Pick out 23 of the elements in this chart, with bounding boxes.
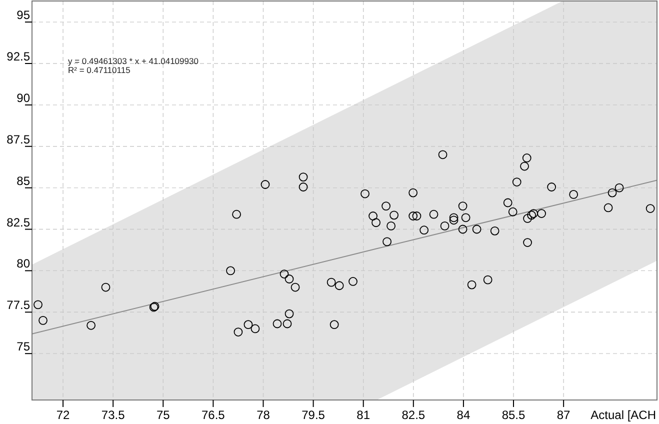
x-tick-label: 79.5 [302,408,326,422]
y-tick-label: 92.5 [6,49,30,64]
x-tick-label: 87 [556,408,571,422]
annotation: y = 0.49461303 * x + 41.04109930 [68,56,199,66]
x-tick-label: 73.5 [101,408,126,422]
y-tick-label: 80 [16,256,30,271]
x-tick-label: 78 [256,408,270,422]
y-tick-label: 75 [16,340,30,354]
y-tick-label: 85 [16,174,30,188]
y-tick-label: 87.5 [6,132,30,146]
x-tick-label: 84 [456,408,470,422]
x-tick-label: 76.5 [202,408,226,422]
y-tick-label: 95 [16,8,30,22]
x-tick-label: 75 [156,408,170,422]
y-tick-label: 77.5 [6,298,30,312]
x-axis-title: Actual [ACH [590,408,656,422]
x-tick-label: 72 [56,408,70,422]
y-tick-label: 82.5 [6,215,30,230]
y-tick-label: 90 [16,90,30,105]
x-tick-label: 82.5 [402,408,426,422]
x-tick-label: 85.5 [502,408,526,422]
x-tick-label: 81 [356,408,370,422]
annotation: R² = 0.47110115 [68,65,131,75]
